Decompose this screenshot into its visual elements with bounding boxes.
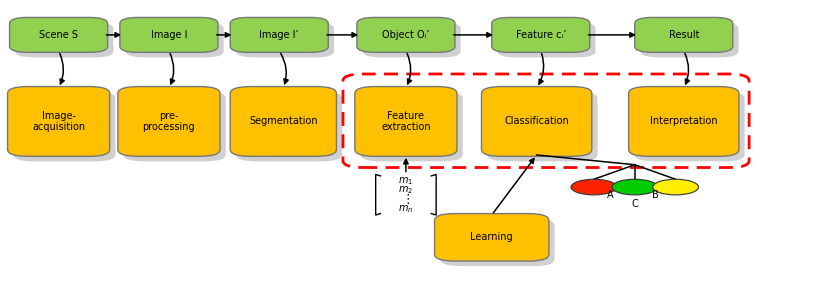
FancyBboxPatch shape <box>124 92 225 161</box>
FancyBboxPatch shape <box>497 23 595 57</box>
Text: Feature
extraction: Feature extraction <box>381 111 430 132</box>
FancyBboxPatch shape <box>13 92 115 161</box>
FancyBboxPatch shape <box>356 17 455 52</box>
FancyBboxPatch shape <box>236 23 333 57</box>
FancyBboxPatch shape <box>120 17 218 52</box>
FancyBboxPatch shape <box>118 87 219 156</box>
FancyBboxPatch shape <box>230 87 336 156</box>
Text: C: C <box>631 199 637 209</box>
FancyBboxPatch shape <box>434 213 548 261</box>
Text: Image I: Image I <box>151 30 187 40</box>
Text: Image-
acquisition: Image- acquisition <box>32 111 85 132</box>
FancyBboxPatch shape <box>491 17 589 52</box>
FancyBboxPatch shape <box>640 23 738 57</box>
Text: Segmentation: Segmentation <box>249 116 317 126</box>
FancyBboxPatch shape <box>360 92 462 161</box>
FancyBboxPatch shape <box>634 92 744 161</box>
Circle shape <box>652 179 698 195</box>
FancyBboxPatch shape <box>628 87 738 156</box>
Circle shape <box>611 179 657 195</box>
Text: Interpretation: Interpretation <box>649 116 717 126</box>
Text: Result: Result <box>667 30 698 40</box>
FancyBboxPatch shape <box>236 92 342 161</box>
Circle shape <box>570 179 616 195</box>
FancyBboxPatch shape <box>10 17 107 52</box>
Text: $m_1$: $m_1$ <box>398 175 413 186</box>
FancyBboxPatch shape <box>440 219 554 266</box>
FancyBboxPatch shape <box>634 17 732 52</box>
Text: Image I’: Image I’ <box>259 30 299 40</box>
FancyBboxPatch shape <box>230 17 328 52</box>
Text: $m_n$: $m_n$ <box>398 203 413 215</box>
FancyBboxPatch shape <box>486 92 597 161</box>
Text: A: A <box>606 190 613 200</box>
Text: Classification: Classification <box>504 116 568 126</box>
FancyBboxPatch shape <box>125 23 224 57</box>
FancyBboxPatch shape <box>7 87 110 156</box>
Text: Feature cᵢ’: Feature cᵢ’ <box>515 30 565 40</box>
FancyBboxPatch shape <box>16 23 113 57</box>
Text: Object Oᵢ’: Object Oᵢ’ <box>382 30 429 40</box>
Text: pre-
processing: pre- processing <box>143 111 195 132</box>
Text: $\vdots$: $\vdots$ <box>401 192 410 206</box>
Text: B: B <box>651 190 658 200</box>
FancyBboxPatch shape <box>355 87 456 156</box>
Text: Scene S: Scene S <box>39 30 78 40</box>
FancyBboxPatch shape <box>481 87 591 156</box>
Text: Learning: Learning <box>470 232 513 242</box>
Text: $m_2$: $m_2$ <box>398 184 413 196</box>
FancyBboxPatch shape <box>362 23 460 57</box>
